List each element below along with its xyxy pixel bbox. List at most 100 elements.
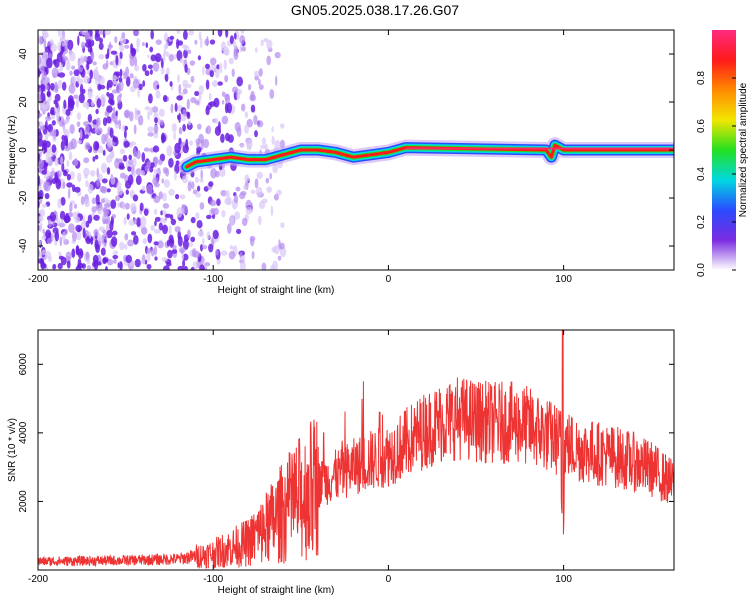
- noise-blob: [187, 49, 192, 54]
- noise-blob: [178, 83, 182, 95]
- noise-blob: [224, 198, 231, 205]
- noise-blob: [153, 228, 161, 234]
- noise-blob: [107, 44, 114, 49]
- noise-blob: [119, 51, 123, 60]
- noise-blob: [66, 173, 71, 181]
- noise-blob: [126, 213, 130, 220]
- noise-blob: [87, 38, 91, 47]
- noise-blob: [169, 35, 175, 40]
- noise-blob: [224, 74, 229, 83]
- noise-blob: [42, 228, 45, 234]
- noise-blob: [101, 162, 107, 174]
- noise-blob: [90, 51, 95, 61]
- noise-blob: [141, 185, 146, 192]
- noise-blob: [84, 134, 89, 139]
- colorbar-tick-label: 0.8: [696, 71, 707, 85]
- noise-blob: [123, 216, 127, 225]
- noise-blob: [57, 41, 62, 52]
- noise-blob: [119, 241, 125, 251]
- noise-blob: [160, 210, 163, 216]
- noise-blob: [130, 203, 137, 212]
- noise-blob: [249, 235, 256, 242]
- noise-blob: [241, 217, 248, 227]
- noise-blob: [165, 213, 172, 218]
- noise-blob: [155, 39, 162, 45]
- noise-blob: [146, 184, 153, 195]
- noise-blob: [246, 118, 253, 128]
- noise-blob: [139, 170, 146, 176]
- noise-blob: [149, 166, 154, 173]
- colorbar-label: Normalized spectral amplitude: [738, 82, 749, 217]
- noise-blob: [143, 208, 149, 216]
- y-tick-label: -20: [18, 190, 29, 205]
- noise-blob: [280, 123, 285, 129]
- noise-blob: [197, 55, 201, 61]
- spectrogram-content: [38, 30, 674, 270]
- noise-blob: [217, 30, 223, 37]
- noise-blob: [254, 130, 258, 138]
- noise-blob: [81, 41, 86, 49]
- noise-blob: [66, 182, 73, 188]
- noise-blob: [141, 152, 146, 163]
- noise-blob: [74, 186, 81, 193]
- noise-blob: [196, 142, 200, 148]
- noise-blob: [179, 194, 186, 200]
- noise-blob: [216, 198, 221, 206]
- noise-blob: [152, 145, 160, 153]
- noise-blob: [189, 60, 196, 66]
- noise-blob: [45, 152, 51, 159]
- noise-blob: [180, 141, 186, 147]
- noise-blob: [65, 109, 71, 116]
- noise-blob: [154, 216, 161, 222]
- noise-blob: [125, 189, 129, 195]
- noise-blob: [115, 55, 119, 66]
- noise-blob: [165, 51, 170, 57]
- ridge-peak: [251, 158, 258, 162]
- noise-blob: [45, 120, 48, 131]
- noise-blob: [82, 102, 89, 108]
- noise-blob: [244, 174, 250, 183]
- noise-blob: [199, 177, 204, 183]
- noise-blob: [145, 42, 149, 48]
- noise-blob: [229, 216, 235, 227]
- noise-blob: [190, 236, 196, 243]
- noise-blob: [173, 54, 177, 60]
- noise-blob: [116, 181, 122, 191]
- noise-blob: [102, 63, 109, 70]
- noise-blob: [38, 215, 44, 222]
- noise-blob: [239, 261, 246, 270]
- noise-blob: [228, 250, 236, 260]
- y-tick-label: -40: [18, 238, 29, 253]
- noise-blob: [86, 265, 92, 270]
- noise-blob: [85, 237, 92, 245]
- noise-blob: [176, 30, 181, 35]
- noise-blob: [150, 224, 155, 231]
- noise-blob: [147, 233, 153, 244]
- noise-blob: [114, 36, 118, 44]
- noise-blob: [122, 154, 128, 162]
- noise-blob: [152, 106, 159, 113]
- ridge-peak: [391, 149, 398, 153]
- noise-blob: [260, 39, 264, 47]
- noise-blob: [134, 115, 139, 121]
- noise-blob: [274, 140, 281, 149]
- noise-blob: [236, 90, 241, 101]
- snr-content: [38, 330, 674, 569]
- noise-blob: [134, 56, 138, 68]
- noise-blob: [49, 174, 54, 180]
- noise-blob: [98, 30, 104, 35]
- noise-blob: [96, 98, 102, 108]
- ridge-peak: [289, 150, 295, 154]
- noise-blob: [38, 87, 42, 95]
- noise-blob: [41, 103, 48, 111]
- noise-blob: [132, 157, 137, 168]
- noise-blob: [128, 174, 134, 186]
- noise-blob: [44, 181, 51, 192]
- noise-blob: [71, 231, 77, 242]
- noise-blob: [73, 94, 79, 100]
- noise-blob: [45, 145, 53, 154]
- noise-blob: [226, 102, 232, 114]
- noise-blob: [62, 56, 69, 62]
- noise-blob: [124, 243, 128, 250]
- noise-blob: [64, 216, 69, 224]
